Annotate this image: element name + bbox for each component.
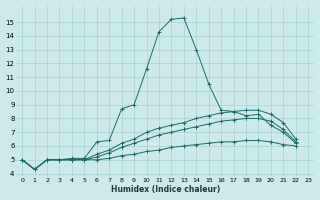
X-axis label: Humidex (Indice chaleur): Humidex (Indice chaleur) — [111, 185, 220, 194]
